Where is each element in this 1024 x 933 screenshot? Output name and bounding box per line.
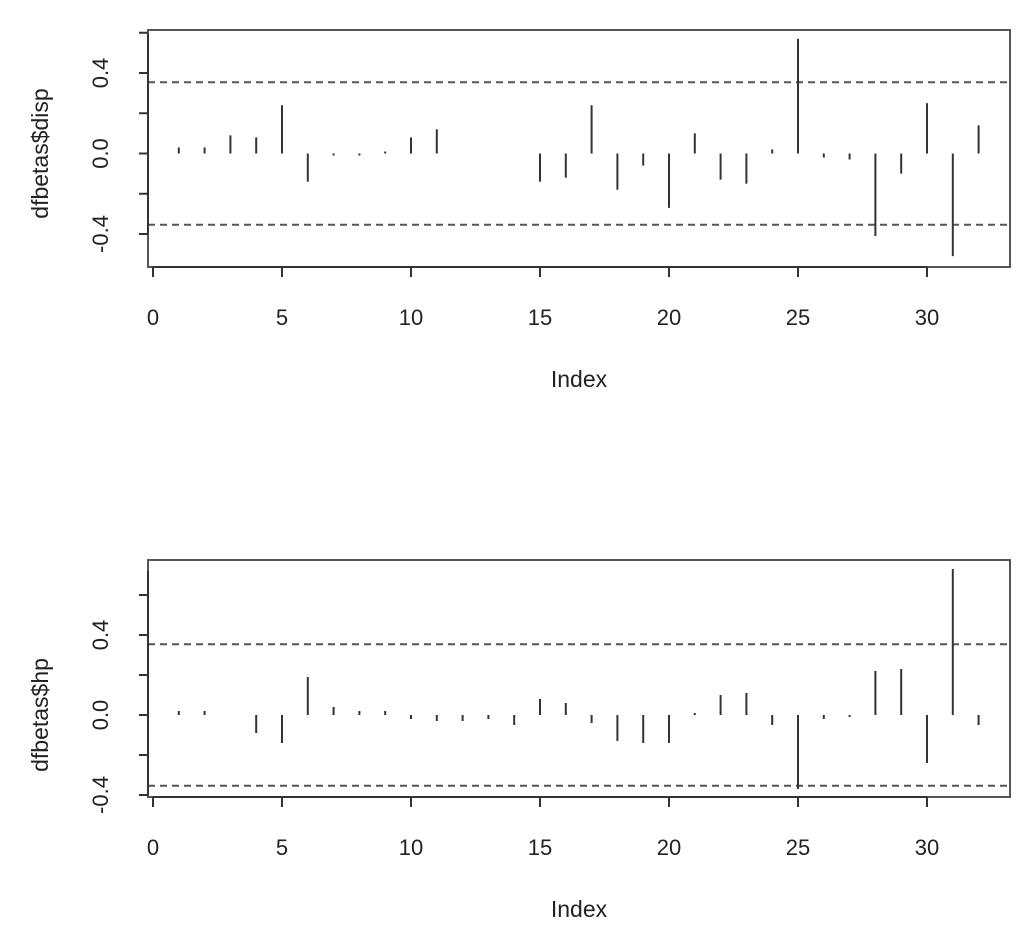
y-tick-label-0.4: 0.4: [88, 58, 113, 89]
x-tick-label-20: 20: [657, 835, 681, 860]
x-tick-label-15: 15: [528, 305, 552, 330]
x-tick-label-30: 30: [915, 835, 939, 860]
panel-disp: 0 5 10 15 20 25 30 Index -0.4 0.0 0.4 dfbetas$disp: [27, 29, 1011, 392]
x-tick-label-5: 5: [276, 305, 288, 330]
plot-frame: [147, 29, 1011, 268]
y-tick-label--0.4: -0.4: [88, 776, 113, 814]
panel-hp: 0 5 10 15 20 25 30 Index -0.4 0.0 0.4 dfbetas$hp: [27, 559, 1011, 922]
x-tick-label-25: 25: [786, 305, 810, 330]
y-axis: -0.4 0.0 0.4 dfbetas$disp: [27, 31, 149, 253]
y-tick-label-0: 0.0: [88, 138, 113, 169]
x-axis-title: Index: [551, 366, 608, 392]
x-tick-label-10: 10: [399, 305, 423, 330]
y-axis-title: dfbetas$hp: [27, 658, 53, 772]
y-tick-label-0.4: 0.4: [88, 620, 113, 651]
x-tick-label-0: 0: [147, 305, 159, 330]
plot-frame: [147, 559, 1011, 798]
y-axis-title: dfbetas$disp: [27, 88, 53, 218]
y-axis: -0.4 0.0 0.4 dfbetas$hp: [27, 571, 149, 814]
x-tick-label-30: 30: [915, 305, 939, 330]
x-axis: 0 5 10 15 20 25 30 Index: [147, 796, 939, 922]
x-axis: 0 5 10 15 20 25 30 Index: [147, 266, 939, 392]
x-tick-label-15: 15: [528, 835, 552, 860]
y-tick-label-0: 0.0: [88, 700, 113, 731]
y-tick-label--0.4: -0.4: [88, 215, 113, 253]
x-tick-label-0: 0: [147, 835, 159, 860]
x-tick-label-10: 10: [399, 835, 423, 860]
x-tick-label-5: 5: [276, 835, 288, 860]
x-tick-label-20: 20: [657, 305, 681, 330]
x-axis-title: Index: [551, 896, 608, 922]
x-tick-label-25: 25: [786, 835, 810, 860]
